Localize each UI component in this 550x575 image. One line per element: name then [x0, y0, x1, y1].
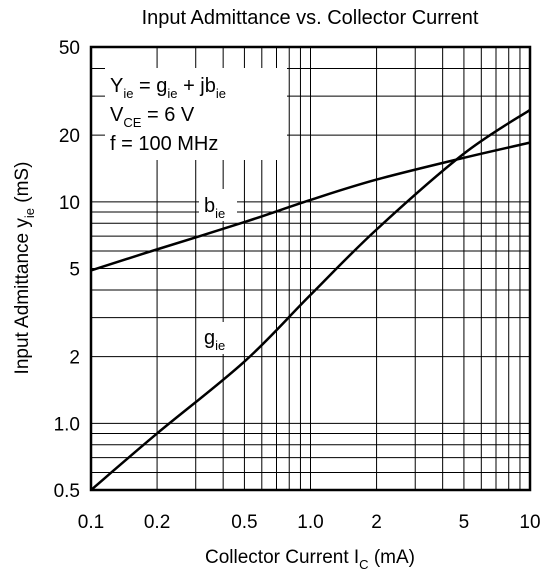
annotation-box	[105, 68, 287, 354]
x-axis-label: Collector Current IC (mA)	[205, 547, 415, 572]
x-tick-labels: 0.1 0.2 0.5 1.0 2 5 10	[78, 512, 541, 533]
y-axis-label: Input Admittance yie (mS)	[12, 162, 37, 375]
y-tick-labels: 0.5 1.0 2 5 10 20 50	[54, 38, 80, 502]
chart-title: Input Admittance vs. Collector Current	[142, 7, 479, 29]
annotation-line-freq: f = 100 MHz	[110, 133, 218, 155]
series-label-bie: bie	[204, 195, 225, 221]
annotation-box-fill	[105, 68, 287, 160]
series-line-bie	[90, 141, 531, 272]
x-tick-label: 0.1	[78, 512, 104, 533]
x-tick-label: 0.2	[144, 512, 170, 533]
y-tick-label: 10	[59, 193, 80, 214]
series-label-gie: gie	[204, 327, 225, 353]
annotation-line-yie: Yie = gie + jbie	[110, 75, 226, 101]
y-tick-label: 50	[59, 38, 80, 59]
series-label-gie-bg	[199, 322, 237, 354]
x-tick-label: 1.0	[297, 512, 323, 533]
y-tick-label: 20	[59, 126, 80, 147]
y-tick-label: 0.5	[54, 481, 80, 502]
x-tick-label: 5	[459, 512, 470, 533]
plot-frame	[89, 45, 532, 492]
x-tick-label: 0.5	[231, 512, 257, 533]
series-label-bie-bg	[199, 189, 237, 221]
y-tick-label: 1.0	[54, 414, 80, 435]
y-tick-label: 2	[69, 348, 80, 369]
series-lines	[90, 108, 531, 491]
y-tick-label: 5	[69, 260, 80, 281]
x-tick-label: 2	[371, 512, 382, 533]
series-line-gie	[90, 108, 531, 491]
annotation-line-vce: VCE = 6 V	[110, 104, 195, 130]
x-tick-label: 10	[519, 512, 540, 533]
